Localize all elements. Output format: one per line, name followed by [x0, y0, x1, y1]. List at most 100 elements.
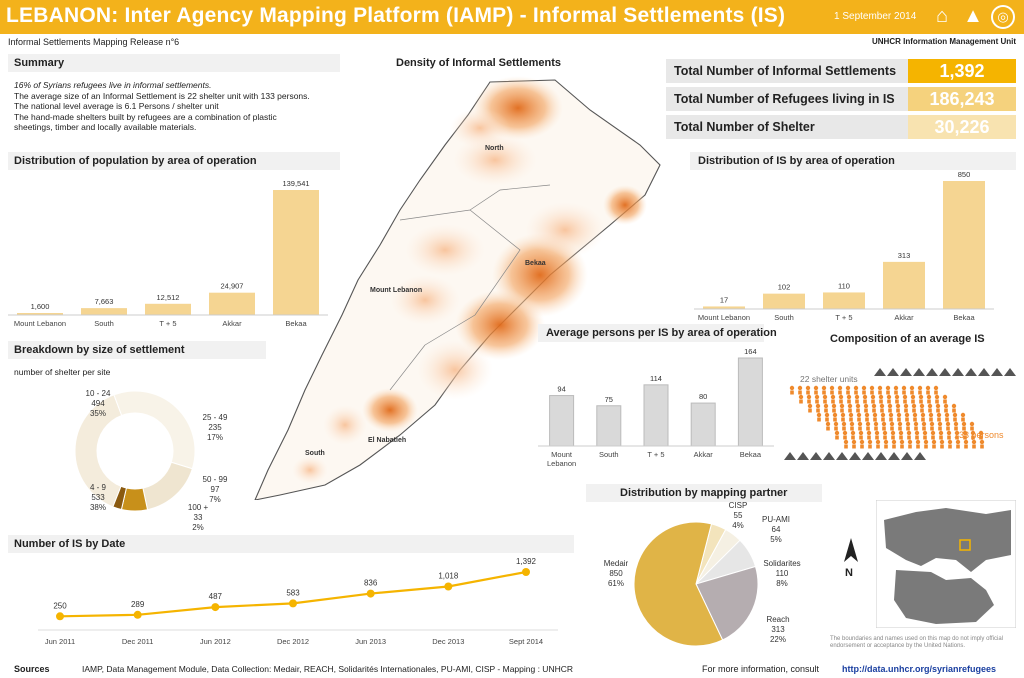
person-icon — [871, 403, 877, 409]
shelter-icon — [862, 452, 874, 460]
person-icon — [799, 399, 803, 404]
category-label: Akkar — [894, 313, 914, 322]
person-icon — [880, 408, 884, 413]
person-icon — [935, 399, 939, 404]
date-chart: 250 Jun 2011 289 Dec 2011 487 Jun 2012 583 Dec … — [38, 557, 558, 646]
person-icon — [848, 412, 854, 418]
person-icon — [831, 403, 837, 409]
person-icon — [947, 435, 951, 440]
person-icon — [947, 439, 953, 445]
person-icon — [864, 408, 868, 413]
person-icon — [830, 390, 834, 395]
person-icon — [912, 408, 916, 413]
kpi-shelter-label: Total Number of Shelter — [666, 115, 908, 139]
size-chart-subtitle: number of shelter per site — [14, 367, 111, 377]
person-icon — [839, 399, 843, 404]
person-icon — [934, 394, 940, 400]
person-icon — [854, 394, 860, 400]
summary-line: The hand-made shelters built by refugees… — [14, 111, 277, 122]
map-label-bekaa: Bekaa — [525, 260, 546, 267]
person-icon — [912, 412, 918, 418]
person-icon — [883, 435, 887, 440]
person-icon — [807, 403, 813, 409]
person-icon — [900, 444, 904, 449]
person-icon — [886, 394, 892, 400]
person-icon — [937, 421, 943, 427]
category-label: Akkar — [694, 450, 714, 459]
density-map: North Mount Lebanon Bekaa South El Nabat… — [254, 76, 661, 500]
person-icon — [837, 385, 843, 391]
x-tick-label: Jun 2012 — [200, 637, 231, 646]
person-icon — [890, 430, 896, 436]
person-icon — [874, 430, 880, 436]
person-icon — [914, 430, 920, 436]
slice-value-label: 55 — [734, 511, 743, 520]
person-icon — [929, 421, 935, 427]
data-point — [444, 582, 453, 591]
more-info-link[interactable]: http://data.unhcr.org/syrianrefugees — [842, 664, 997, 674]
person-icon — [934, 390, 938, 395]
shelter-icon — [978, 368, 990, 376]
x-tick-label: Dec 2012 — [277, 637, 309, 646]
map-label-north: North — [485, 145, 504, 152]
slice-value-label: 64 — [772, 525, 781, 534]
un-logo-icon: ◎ — [991, 5, 1015, 29]
person-icon — [815, 403, 821, 409]
donut-slice — [142, 461, 193, 511]
person-icon — [859, 439, 865, 445]
slice-category-label: 10 - 24 — [86, 389, 111, 398]
summary-line: The average size of an Informal Settleme… — [14, 90, 310, 101]
bar-value-label: 102 — [778, 283, 791, 292]
isarea-chart: 17 Mount Lebanon 102 South 110 T + 5 313 Akkar 8… — [694, 170, 994, 322]
person-icon — [858, 426, 862, 431]
person-icon — [939, 435, 943, 440]
person-icon — [855, 399, 859, 404]
header-bar: LEBANON: Inter Agency Mapping Platform (… — [0, 0, 1024, 34]
slice-percent-label: 4% — [732, 521, 744, 530]
person-icon — [855, 403, 861, 409]
person-icon — [892, 444, 896, 449]
release-label: Informal Settlements Mapping Release n°6 — [8, 37, 180, 47]
category-label: T + 5 — [159, 319, 176, 328]
sources-text: IAMP, Data Management Module, Data Colle… — [82, 664, 574, 674]
person-icon — [907, 439, 913, 445]
summary-line: sheetings, timber and locally available … — [14, 122, 197, 132]
category-label: South — [599, 450, 619, 459]
person-icon — [875, 435, 879, 440]
person-icon — [939, 439, 945, 445]
slice-category-label: 25 - 49 — [203, 413, 228, 422]
person-icon — [930, 430, 936, 436]
summary-text: 16% of Syrians refugees live in informal… — [14, 80, 354, 133]
slice-category-label: 50 - 99 — [203, 475, 228, 484]
person-icon — [872, 412, 878, 418]
pie-slice — [695, 565, 759, 641]
bar-value-label: 7,663 — [95, 297, 114, 306]
bar — [737, 357, 763, 447]
bar — [596, 405, 622, 447]
person-icon — [844, 444, 848, 449]
person-icon — [979, 435, 983, 440]
shelter-icon — [914, 452, 926, 460]
person-icon — [847, 399, 851, 404]
map-label-mount-lebanon: Mount Lebanon — [370, 287, 422, 294]
slice-percent-label: 61% — [608, 579, 624, 588]
person-icon — [895, 403, 901, 409]
data-point — [56, 612, 64, 621]
shelter-icon — [900, 368, 912, 376]
category-label: Bekaa — [285, 319, 307, 328]
person-icon — [929, 417, 933, 422]
person-icon — [921, 421, 927, 427]
person-icon — [807, 399, 811, 404]
person-icon — [971, 435, 975, 440]
person-icon — [865, 421, 871, 427]
person-icon — [875, 439, 881, 445]
bar — [549, 395, 575, 447]
person-icon — [856, 408, 860, 413]
person-icon — [840, 408, 844, 413]
person-icon — [909, 385, 915, 391]
person-icon — [898, 426, 902, 431]
person-icon — [925, 385, 931, 391]
person-icon — [948, 444, 952, 449]
